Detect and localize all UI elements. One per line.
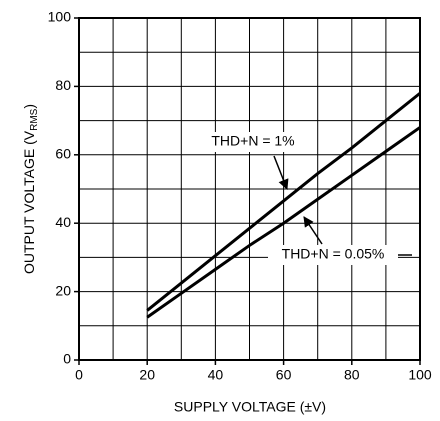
x-tick-label: 0 [75, 367, 83, 383]
y-tick-label: 0 [63, 351, 71, 367]
y-label-sub: RMS [29, 108, 40, 131]
y-label-main: OUTPUT VOLTAGE (V [21, 130, 37, 274]
y-tick-label: 60 [55, 146, 71, 162]
y-label-end: ) [21, 104, 37, 109]
y-tick-label: 20 [55, 282, 71, 298]
annotation: THD+N = 0.05% [282, 246, 385, 262]
series-line [146, 126, 421, 319]
y-tick-label: 40 [55, 214, 71, 230]
y-tick-label: 80 [55, 77, 71, 93]
annotation-arrow [273, 155, 289, 190]
plot-frame [78, 17, 421, 361]
x-tick-label: 40 [208, 367, 224, 383]
annotation-bg [268, 245, 398, 265]
annotation: THD+N = 1% [211, 133, 294, 149]
annotation-bg [193, 132, 313, 152]
x-tick-label: 60 [276, 367, 292, 383]
annotation-arrow [303, 216, 323, 245]
y-tick-label: 100 [48, 9, 72, 25]
series-line [146, 92, 421, 312]
x-axis-label: SUPPLY VOLTAGE (±V) [174, 399, 326, 415]
x-tick-label: 80 [344, 367, 360, 383]
x-tick-label: 100 [408, 367, 432, 383]
y-axis-label: OUTPUT VOLTAGE (VRMS) [21, 104, 40, 274]
x-tick-label: 20 [139, 367, 155, 383]
